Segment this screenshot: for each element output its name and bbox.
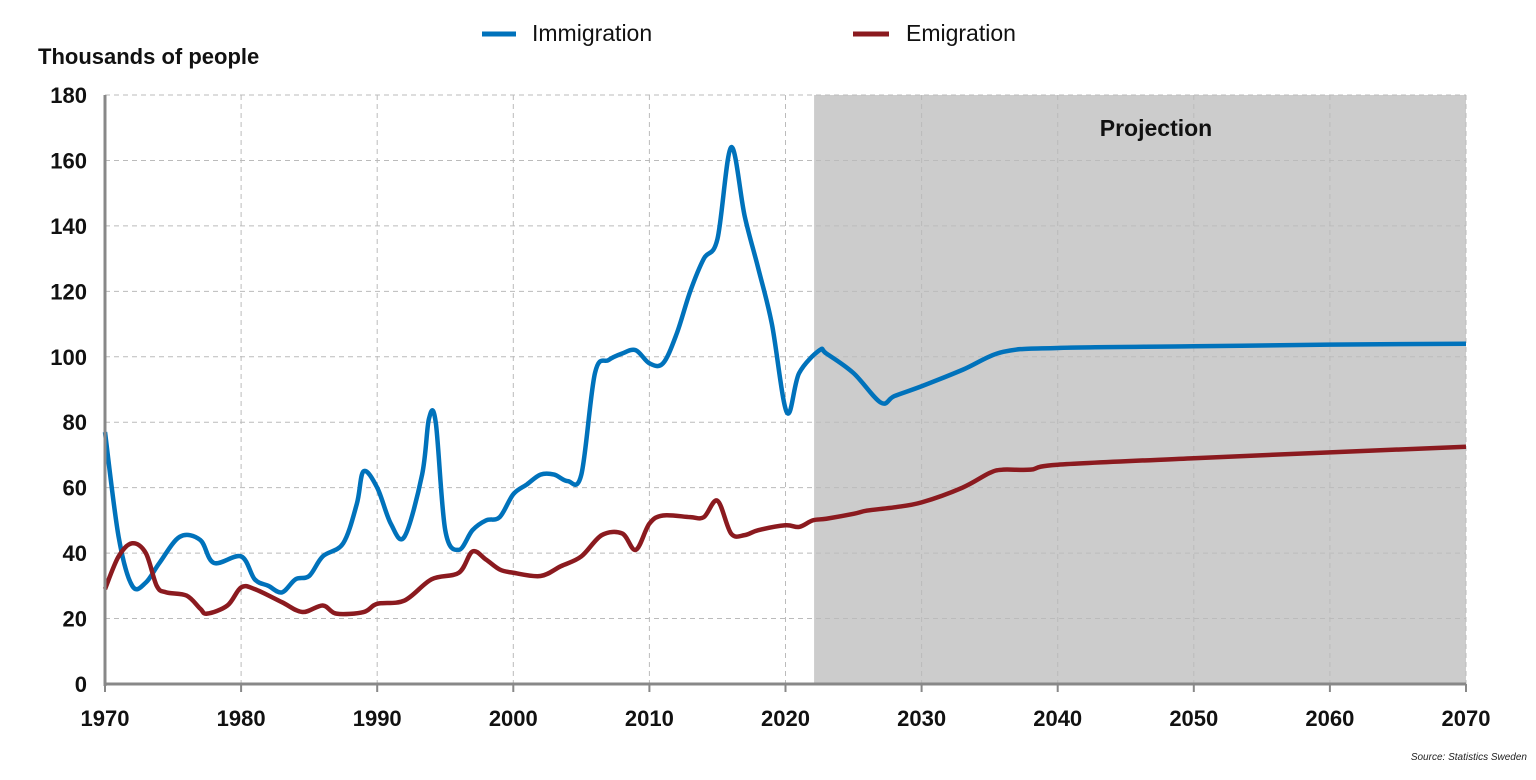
projection-region [814, 95, 1466, 684]
y-tick-label: 0 [75, 672, 87, 697]
source-note: Source: Statistics Sweden [1411, 752, 1528, 763]
legend: Immigration Emigration [482, 20, 1016, 46]
y-tick-label: 160 [50, 148, 87, 173]
y-tick-label: 180 [50, 83, 87, 108]
x-tick-label: 2040 [1033, 706, 1082, 731]
y-axis-label: Thousands of people [38, 44, 259, 69]
projection-label: Projection [1100, 115, 1212, 141]
y-tick-label: 40 [63, 541, 87, 566]
y-tick-label: 140 [50, 214, 87, 239]
y-tick-label: 60 [63, 476, 87, 501]
y-tick-label: 80 [63, 410, 87, 435]
legend-label-immigration: Immigration [532, 20, 652, 46]
y-tick-label: 20 [63, 607, 87, 632]
legend-label-emigration: Emigration [906, 20, 1016, 46]
x-tick-label: 2030 [897, 706, 946, 731]
x-tick-label: 2020 [761, 706, 810, 731]
series-lines [102, 145, 1467, 617]
x-tick-label: 2050 [1169, 706, 1218, 731]
x-tick-label: 2070 [1442, 706, 1491, 731]
x-tick-label: 2000 [489, 706, 538, 731]
series-line-immigration [102, 145, 1467, 595]
x-tick-label: 2010 [625, 706, 674, 731]
gridlines [105, 94, 1467, 684]
x-tick-label: 1970 [81, 706, 130, 731]
x-tick-label: 2060 [1305, 706, 1354, 731]
series-line-emigration [102, 444, 1467, 617]
y-tick-label: 100 [50, 345, 87, 370]
x-tick-label: 1980 [217, 706, 266, 731]
y-tick-label: 120 [50, 279, 87, 304]
x-tick-label: 1990 [353, 706, 402, 731]
